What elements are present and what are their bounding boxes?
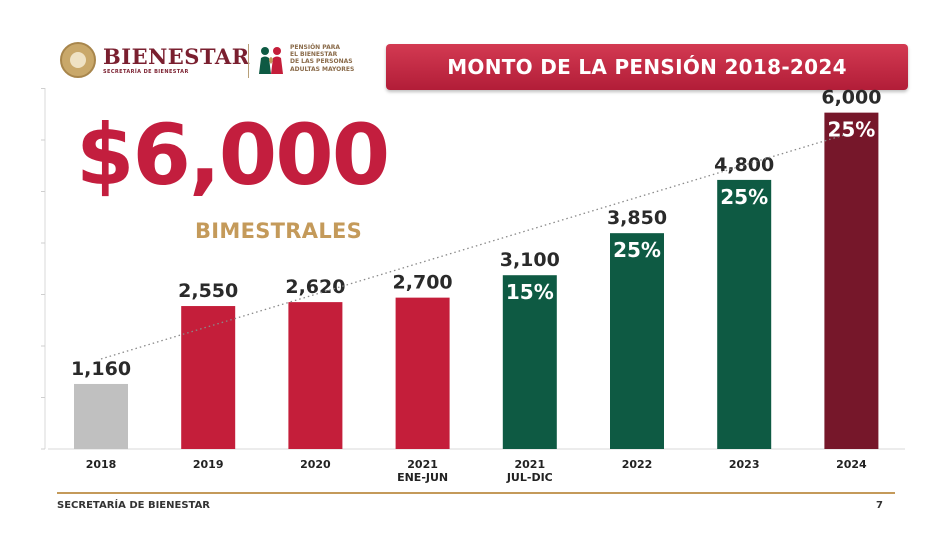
x-tick-label: 2019 — [193, 458, 224, 471]
x-tick-label: 2020 — [300, 458, 331, 471]
bar-value-label: 2,700 — [393, 272, 453, 294]
headline-period: BIMESTRALES — [195, 219, 363, 243]
x-tick-label: 2023 — [729, 458, 760, 471]
headline-amount: $6,000 — [76, 106, 390, 204]
bar-increase-label: 25% — [720, 185, 768, 209]
bar-value-label: 3,850 — [607, 207, 667, 229]
logo-name: BIENESTAR — [103, 44, 250, 69]
x-tick-label: JUL-DIC — [506, 471, 553, 484]
bar-2018 — [74, 383, 128, 449]
pension-line: PENSIÓN PARA — [290, 44, 341, 51]
pension-line: DE LAS PERSONAS — [290, 58, 353, 66]
bar-increase-label: 25% — [827, 118, 875, 142]
x-tick-label: 2021 — [407, 458, 438, 471]
bar-2021-ene-jun — [395, 297, 450, 449]
page-title: MONTO DE LA PENSIÓN 2018-2024 — [447, 55, 847, 79]
x-tick-label: 2024 — [836, 458, 867, 471]
footer-divider — [57, 492, 895, 494]
bar-increase-label: 25% — [613, 238, 661, 262]
bar-increase-label: 15% — [506, 280, 554, 304]
logo-subtitle: SECRETARÍA DE BIENESTAR — [103, 69, 189, 75]
logo-divider — [248, 44, 249, 78]
bar-2020 — [288, 302, 343, 449]
x-tick-label: 2018 — [86, 458, 117, 471]
pension-line: EL BIENESTAR — [290, 51, 338, 59]
pension-people-icon — [259, 47, 283, 74]
footer-organization: SECRETARÍA DE BIENESTAR — [57, 500, 211, 511]
x-tick-label: ENE-JUN — [397, 471, 448, 484]
bar-2019 — [181, 306, 236, 449]
page-number: 7 — [876, 500, 883, 511]
bar-value-label: 6,000 — [821, 87, 881, 109]
x-tick-label: 2021 — [514, 458, 545, 471]
pension-program-name: PENSIÓN PARA EL BIENESTAR DE LAS PERSONA… — [290, 44, 380, 73]
bar-2024 — [824, 112, 879, 450]
bar-2023 — [717, 179, 772, 449]
bienestar-seal-icon — [60, 42, 96, 78]
bar-value-label: 1,160 — [71, 358, 131, 380]
title-banner: MONTO DE LA PENSIÓN 2018-2024 — [386, 44, 908, 90]
bar-value-label: 2,620 — [285, 276, 345, 298]
x-tick-label: 2022 — [622, 458, 653, 471]
bar-2021-jul-dic — [502, 275, 557, 449]
pension-line: ADULTAS MAYORES — [290, 65, 355, 73]
bar-value-label: 3,100 — [500, 249, 560, 271]
bar-2022 — [610, 233, 664, 449]
bar-value-label: 2,550 — [178, 280, 238, 302]
